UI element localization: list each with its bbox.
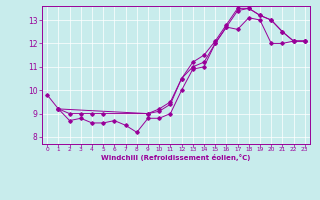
X-axis label: Windchill (Refroidissement éolien,°C): Windchill (Refroidissement éolien,°C) (101, 154, 251, 161)
